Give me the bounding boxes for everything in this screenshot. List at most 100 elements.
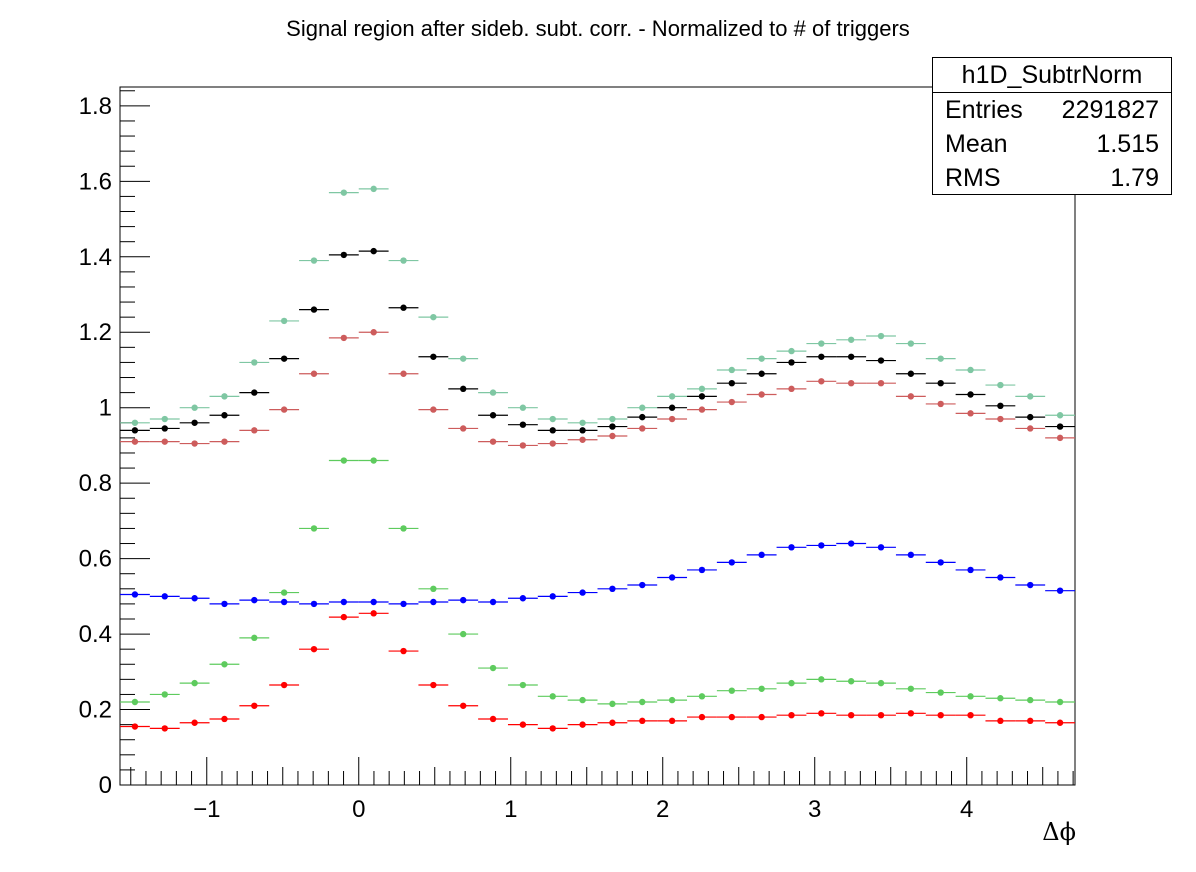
data-point	[280, 681, 288, 689]
data-point	[758, 685, 765, 692]
data-point	[221, 600, 228, 608]
data-point	[997, 415, 1004, 423]
data-point	[280, 355, 288, 362]
data-point	[907, 393, 915, 400]
data-point	[728, 366, 735, 374]
data-point	[370, 329, 377, 336]
data-point	[937, 559, 944, 566]
data-point	[489, 598, 497, 606]
data-point	[161, 425, 168, 432]
data-point	[191, 595, 198, 602]
data-point	[460, 630, 467, 638]
data-point	[191, 679, 198, 687]
y-tick-label: 1.6	[79, 168, 112, 195]
data-point	[847, 712, 855, 719]
y-tick-label: 0.8	[79, 470, 112, 497]
data-point	[579, 436, 586, 443]
data-point	[191, 719, 198, 726]
data-point	[639, 581, 646, 589]
data-point	[609, 432, 616, 440]
data-point	[967, 693, 974, 700]
data-point	[310, 645, 318, 653]
data-point	[251, 389, 258, 396]
data-point	[430, 313, 437, 321]
data-point	[967, 410, 974, 417]
data-point	[758, 355, 765, 362]
series-1	[120, 247, 1075, 434]
data-point	[728, 379, 735, 387]
data-point	[519, 404, 527, 411]
data-point	[997, 717, 1004, 725]
data-point	[519, 681, 527, 689]
data-point	[937, 712, 944, 719]
data-point	[818, 676, 825, 683]
data-point	[877, 679, 885, 687]
data-point	[489, 412, 497, 419]
data-point	[728, 687, 735, 694]
data-point	[489, 389, 497, 396]
data-point	[907, 370, 915, 377]
x-tick-label: 3	[808, 796, 821, 823]
data-point	[997, 574, 1004, 581]
data-point	[609, 423, 616, 430]
data-point	[131, 698, 139, 706]
data-point	[191, 404, 198, 411]
data-point	[310, 525, 318, 532]
data-point	[310, 600, 318, 608]
data-point	[877, 379, 885, 387]
data-point	[877, 544, 885, 551]
data-point	[758, 391, 765, 398]
data-point	[877, 712, 885, 719]
data-point	[937, 379, 944, 387]
data-point	[579, 589, 586, 596]
data-point	[519, 421, 527, 428]
data-point	[698, 393, 706, 400]
data-point	[818, 710, 825, 717]
y-tick-label: 0.2	[79, 697, 112, 724]
data-point	[131, 438, 139, 445]
x-tick-label: 2	[656, 796, 669, 823]
data-point	[370, 457, 377, 464]
data-point	[609, 700, 616, 708]
data-point	[460, 425, 467, 432]
data-point	[788, 359, 795, 366]
data-point	[788, 347, 795, 355]
data-point	[668, 393, 676, 400]
data-point	[519, 721, 527, 728]
data-point	[460, 596, 467, 604]
data-point	[310, 306, 318, 313]
data-point	[698, 406, 706, 413]
data-point	[788, 712, 795, 719]
data-point	[519, 442, 527, 449]
data-point	[161, 593, 168, 600]
data-point	[1056, 587, 1064, 594]
y-tick-label: 1.8	[79, 93, 112, 120]
data-point	[997, 402, 1004, 410]
data-point	[460, 702, 467, 709]
data-point	[1027, 581, 1034, 589]
data-point	[877, 357, 885, 364]
data-point	[579, 696, 586, 704]
data-point	[937, 355, 944, 362]
data-point	[668, 415, 676, 423]
stats-histogram-name: h1D_SubtrNorm	[933, 58, 1171, 93]
stats-rms-label: RMS	[945, 164, 1001, 192]
data-point	[788, 385, 795, 393]
data-point	[698, 713, 706, 721]
data-point	[1027, 413, 1034, 421]
data-point	[430, 406, 437, 413]
data-point	[1027, 425, 1034, 432]
data-point	[609, 415, 616, 423]
data-point	[370, 247, 377, 255]
x-tick-label: 0	[352, 796, 365, 823]
data-point	[1027, 696, 1034, 704]
stats-entries-row: Entries 2291827	[933, 93, 1171, 127]
data-point	[997, 381, 1004, 389]
x-axis-label: Δϕ	[1042, 818, 1076, 846]
data-point	[340, 598, 348, 606]
data-point	[937, 689, 944, 696]
data-point	[161, 415, 168, 423]
data-point	[400, 647, 407, 655]
data-point	[639, 425, 646, 432]
